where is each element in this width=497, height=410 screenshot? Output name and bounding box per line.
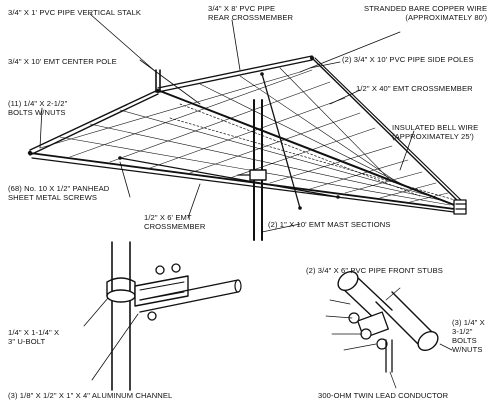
label-pvc-rear-crossmember: 3/4" X 8' PVC PIPE REAR CROSSMEMBER bbox=[208, 4, 294, 22]
label-pvc-vertical-stalk: 3/4" X 1' PVC PIPE VERTICAL STALK bbox=[8, 8, 142, 17]
label-emt-crossmember-40: 1/2" X 40" EMT CROSSMEMBER bbox=[356, 84, 473, 93]
label-twin-lead: 300-OHM TWIN LEAD CONDUCTOR bbox=[318, 391, 449, 400]
label-bell-wire: INSULATED BELL WIRE (APPROXIMATELY 25') bbox=[392, 123, 479, 141]
u-bolt-detail bbox=[83, 241, 242, 391]
label-emt-crossmember-6: 1/2" X 6' EMT CROSSMEMBER bbox=[144, 213, 206, 231]
label-u-bolt: 1/4" X 1-1/4" X 3" U-BOLT bbox=[8, 328, 60, 346]
leader-lines bbox=[39, 13, 415, 233]
element-wires bbox=[39, 67, 451, 206]
mast bbox=[237, 99, 267, 241]
pvc-vertical-stalk bbox=[155, 69, 161, 93]
label-stranded-wire: STRANDED BARE COPPER WIRE (APPROXIMATELY… bbox=[364, 4, 488, 22]
label-front-stubs: (2) 3/4" X 6" PVC PIPE FRONT STUBS bbox=[306, 266, 443, 275]
label-emt-center-pole: 3/4" X 10' EMT CENTER POLE bbox=[8, 57, 117, 66]
antenna-frame bbox=[29, 55, 465, 214]
label-aluminum-channel: (3) 1/8" X 1/2" X 1" X 4" ALUMINUM CHANN… bbox=[8, 391, 173, 400]
label-bolts-wnuts: (11) 1/4" X 2-1/2" BOLTS W/NUTS bbox=[8, 99, 68, 117]
label-pvc-side-poles: (2) 3/4" X 10' PVC PIPE SIDE POLES bbox=[342, 55, 474, 64]
label-bolts-3-5: (3) 1/4" X 3-1/2" BOLTS W/NUTS bbox=[452, 318, 485, 354]
bell-wire-dashed bbox=[169, 103, 456, 201]
label-sheet-metal-screws: (68) No. 10 X 1/2" PANHEAD SHEET METAL S… bbox=[8, 184, 110, 202]
label-mast-sections: (2) 1" X 10' EMT MAST SECTIONS bbox=[268, 220, 391, 229]
front-stub-detail bbox=[325, 270, 453, 389]
front-tip bbox=[453, 199, 467, 215]
